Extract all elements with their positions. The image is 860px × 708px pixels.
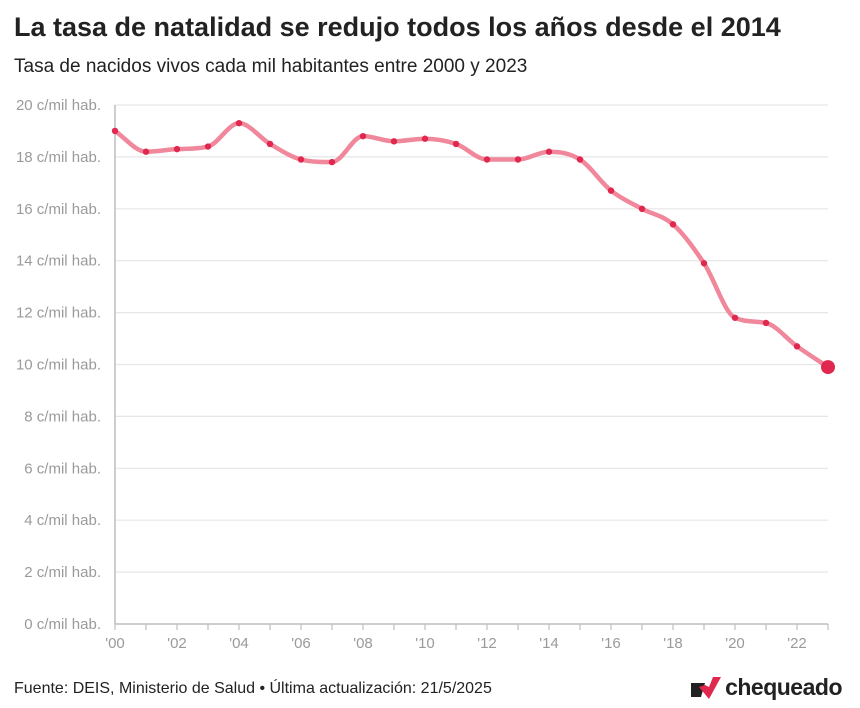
data-point-2002[interactable] bbox=[173, 145, 181, 153]
data-point-2017[interactable] bbox=[638, 205, 646, 212]
data-point-highlight-2023[interactable] bbox=[821, 360, 835, 375]
brand-logo[interactable]: chequeado bbox=[691, 674, 842, 701]
grid-lines bbox=[115, 104, 828, 573]
data-point-2014[interactable] bbox=[545, 148, 553, 155]
data-point-2008[interactable] bbox=[359, 132, 367, 140]
data-point-2012[interactable] bbox=[483, 156, 491, 163]
data-point-2009[interactable] bbox=[390, 138, 398, 145]
data-point-2018[interactable] bbox=[669, 221, 677, 228]
brand-name: chequeado bbox=[725, 674, 842, 700]
data-point-2001[interactable] bbox=[142, 148, 150, 155]
y-axis-tick-labels: 0 c/mil hab. 2 c/mil hab. 4 c/mil hab. 6 c/… bbox=[16, 97, 101, 633]
data-point-2003[interactable] bbox=[204, 143, 212, 150]
y-tick-label: 12 c/mil hab. bbox=[16, 305, 101, 322]
x-tick-label: '00 bbox=[105, 635, 125, 652]
data-point-2004[interactable] bbox=[235, 119, 243, 127]
data-point-2006[interactable] bbox=[297, 156, 305, 163]
y-tick-label: 8 c/mil hab. bbox=[24, 408, 101, 425]
y-tick-label: 6 c/mil hab. bbox=[24, 460, 101, 477]
series-line-layer bbox=[112, 120, 831, 370]
y-tick-label: 2 c/mil hab. bbox=[24, 564, 101, 581]
data-point-2000[interactable] bbox=[111, 127, 119, 135]
x-axis: '00 '02 '04 '06 '08 '10 '12 '14 '16 '18 '20 '22 bbox=[105, 105, 829, 652]
data-point-2015[interactable] bbox=[576, 156, 584, 163]
source-note: Fuente: DEIS, Ministerio de Salud • Últi… bbox=[14, 680, 492, 697]
y-tick-label: 20 c/mil hab. bbox=[16, 97, 101, 114]
data-point-2020[interactable] bbox=[731, 314, 739, 321]
x-tick-label: '16 bbox=[601, 635, 621, 652]
data-point-2011[interactable] bbox=[452, 140, 460, 148]
x-tick-label: '20 bbox=[725, 635, 745, 652]
x-tick-label: '08 bbox=[353, 635, 373, 652]
data-points bbox=[111, 119, 835, 375]
data-point-2005[interactable] bbox=[266, 140, 274, 148]
series-line-tasa-de-natalidad bbox=[112, 120, 831, 370]
chart-title: La tasa de natalidad se redujo todos los… bbox=[14, 12, 781, 42]
y-tick-label: 18 c/mil hab. bbox=[16, 149, 101, 166]
data-point-2010[interactable] bbox=[421, 135, 429, 142]
x-tick-label: '18 bbox=[663, 635, 683, 652]
y-tick-label: 0 c/mil hab. bbox=[24, 616, 101, 633]
chequeado-logo-icon bbox=[691, 676, 722, 699]
x-tick-label: '14 bbox=[539, 635, 559, 652]
data-point-2019[interactable] bbox=[700, 260, 708, 267]
y-tick-label: 4 c/mil hab. bbox=[24, 512, 101, 529]
chart-subtitle: Tasa de nacidos vivos cada mil habitante… bbox=[14, 56, 528, 77]
data-point-2016[interactable] bbox=[607, 187, 615, 194]
x-tick-label: '22 bbox=[787, 635, 807, 652]
y-tick-label: 16 c/mil hab. bbox=[16, 201, 101, 218]
y-tick-label: 10 c/mil hab. bbox=[16, 357, 101, 374]
birth-rate-line-chart: 0 c/mil hab. 2 c/mil hab. 4 c/mil hab. 6 c/… bbox=[16, 97, 835, 652]
x-tick-label: '06 bbox=[291, 635, 311, 652]
data-point-2021[interactable] bbox=[762, 319, 770, 327]
x-tick-label: '02 bbox=[167, 635, 187, 652]
x-tick-label: '10 bbox=[415, 635, 435, 652]
data-point-2013[interactable] bbox=[514, 156, 522, 163]
data-point-2022[interactable] bbox=[793, 343, 801, 350]
y-tick-label: 14 c/mil hab. bbox=[16, 253, 101, 270]
x-tick-label: '12 bbox=[477, 635, 497, 652]
data-point-2007[interactable] bbox=[328, 158, 336, 166]
x-tick-label: '04 bbox=[229, 635, 249, 652]
